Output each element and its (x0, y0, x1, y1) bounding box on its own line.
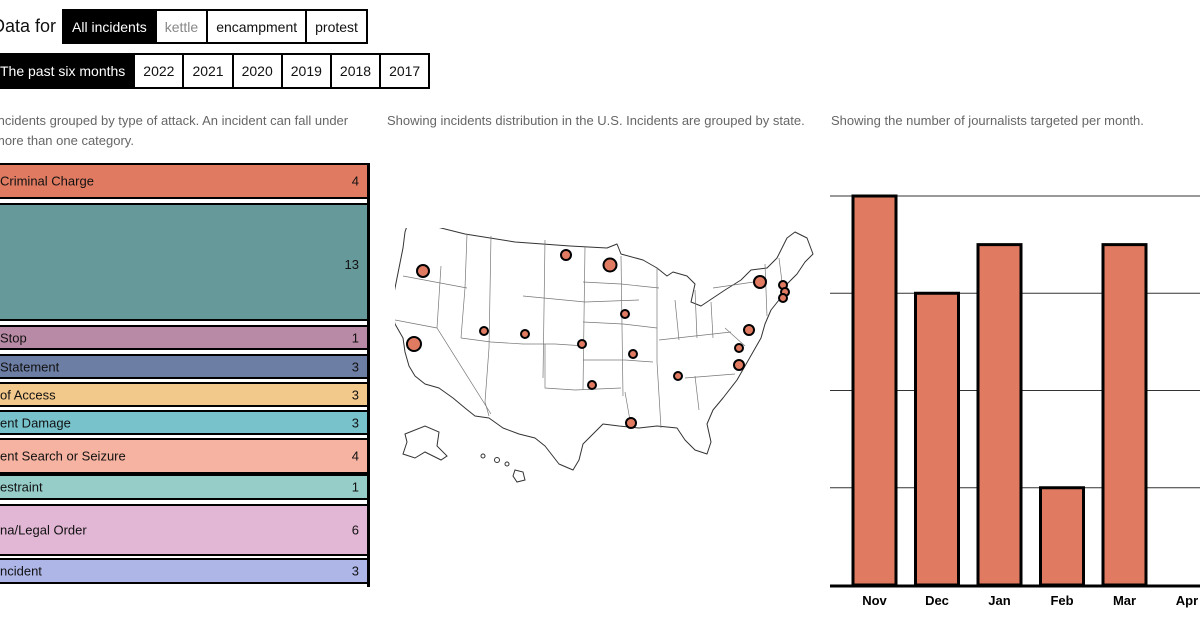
category-label: Statement (0, 359, 60, 374)
category-count: 4 (351, 448, 359, 464)
period-filter: The past six months 2022 2021 2020 2019 2018 2… (0, 53, 431, 89)
category-count: 1 (351, 479, 359, 495)
categories-caption: Incidents grouped by type of attack. An … (0, 113, 349, 148)
incident-marker[interactable] (778, 293, 788, 303)
category-count: 6 (351, 522, 359, 538)
category-row[interactable]: ncident 3 (0, 558, 369, 584)
category-row[interactable]: ent Search or Seizure 4 (0, 438, 369, 474)
category-count: 3 (351, 387, 359, 402)
x-tick-label: Dec (925, 593, 949, 608)
bar-feb[interactable] (1039, 486, 1085, 587)
incident-marker[interactable] (628, 349, 638, 359)
category-label: of Access (0, 387, 56, 402)
incident-type-button-group: All incidents kettle encampment protest (62, 9, 368, 44)
filter-lead-text: Data for (0, 16, 57, 36)
incident-marker[interactable] (406, 336, 422, 352)
category-row[interactable]: Stop 1 (0, 325, 369, 350)
incident-marker[interactable] (520, 329, 530, 339)
incident-marker[interactable] (673, 371, 683, 381)
incident-markers (406, 249, 790, 429)
category-row[interactable]: na/Legal Order 6 (0, 504, 369, 556)
x-tick-label: Mar (1113, 593, 1136, 608)
period-button-group: The past six months 2022 2021 2020 2019 2018 2… (0, 53, 431, 89)
category-row[interactable]: of Access 3 (0, 382, 369, 407)
incident-marker[interactable] (587, 380, 597, 390)
incident-marker[interactable] (479, 326, 489, 336)
bar-mar[interactable] (1101, 243, 1148, 587)
bar-series (851, 194, 1148, 587)
category-row[interactable]: ent Damage 3 (0, 410, 369, 435)
incident-marker[interactable] (577, 339, 587, 349)
category-label: ent Damage (0, 415, 71, 430)
x-tick-label: Jan (988, 593, 1010, 608)
period-button-0[interactable]: The past six months (0, 55, 134, 87)
category-label: estraint (0, 479, 43, 495)
x-tick-label: Apr (1176, 593, 1198, 608)
category-label: na/Legal Order (0, 522, 87, 538)
category-label: ent Search or Seizure (0, 448, 126, 464)
category-label: ncident (0, 563, 42, 579)
category-label: Criminal Charge (0, 173, 94, 189)
period-button-5[interactable]: 2018 (329, 55, 380, 87)
x-tick-label: Feb (1050, 593, 1073, 608)
category-count: 3 (351, 563, 359, 579)
incident-marker[interactable] (602, 257, 618, 273)
us-incident-map (395, 228, 814, 483)
us-map-outline (395, 228, 814, 471)
category-row[interactable]: 13 (0, 203, 369, 321)
bar-x-ticks: Nov Dec Jan Feb Mar Apr (862, 593, 1198, 608)
period-button-4[interactable]: 2019 (280, 55, 330, 87)
category-row[interactable]: Criminal Charge 4 (0, 163, 369, 199)
incident-marker[interactable] (753, 275, 767, 289)
category-count: 3 (351, 359, 359, 374)
hawaii-outline (480, 453, 526, 483)
monthly-bar-chart: Nov Dec Jan Feb Mar Apr (830, 194, 1200, 608)
us-state-borders (395, 233, 784, 429)
incident-type-button-3[interactable]: protest (305, 11, 366, 42)
bar-nov[interactable] (851, 194, 898, 587)
incident-type-button-2[interactable]: encampment (206, 11, 306, 42)
incident-marker[interactable] (560, 249, 572, 261)
x-tick-label: Nov (862, 593, 887, 608)
incident-marker[interactable] (734, 343, 744, 353)
incident-type-button-0[interactable]: All incidents (64, 11, 155, 42)
category-row[interactable]: estraint 1 (0, 474, 369, 500)
period-button-1[interactable]: 2022 (133, 55, 183, 87)
period-button-6[interactable]: 2017 (379, 55, 429, 87)
category-count: 4 (351, 173, 359, 189)
incident-marker[interactable] (416, 264, 430, 278)
incident-type-button-1[interactable]: kettle (154, 11, 207, 42)
bar-jan[interactable] (976, 243, 1023, 587)
map-caption: Showing incidents distribution in the U.… (387, 113, 805, 128)
incident-type-filter: Data for All incidentskettleencampmentpr… (0, 9, 368, 44)
category-count: 13 (344, 257, 359, 272)
period-button-3[interactable]: 2020 (231, 55, 281, 87)
period-button-2[interactable]: 2021 (182, 55, 232, 87)
incident-marker[interactable] (743, 324, 755, 336)
bar-dec[interactable] (914, 291, 960, 587)
category-row[interactable]: Statement 3 (0, 354, 369, 379)
alaska-outline (402, 425, 448, 461)
incident-marker[interactable] (733, 359, 745, 371)
category-label: Stop (0, 330, 27, 345)
category-count: 3 (351, 415, 359, 430)
category-count: 1 (351, 330, 359, 345)
incident-marker[interactable] (620, 309, 630, 319)
bars-caption: Showing the number of journalists target… (831, 113, 1144, 128)
incident-marker[interactable] (625, 417, 637, 429)
